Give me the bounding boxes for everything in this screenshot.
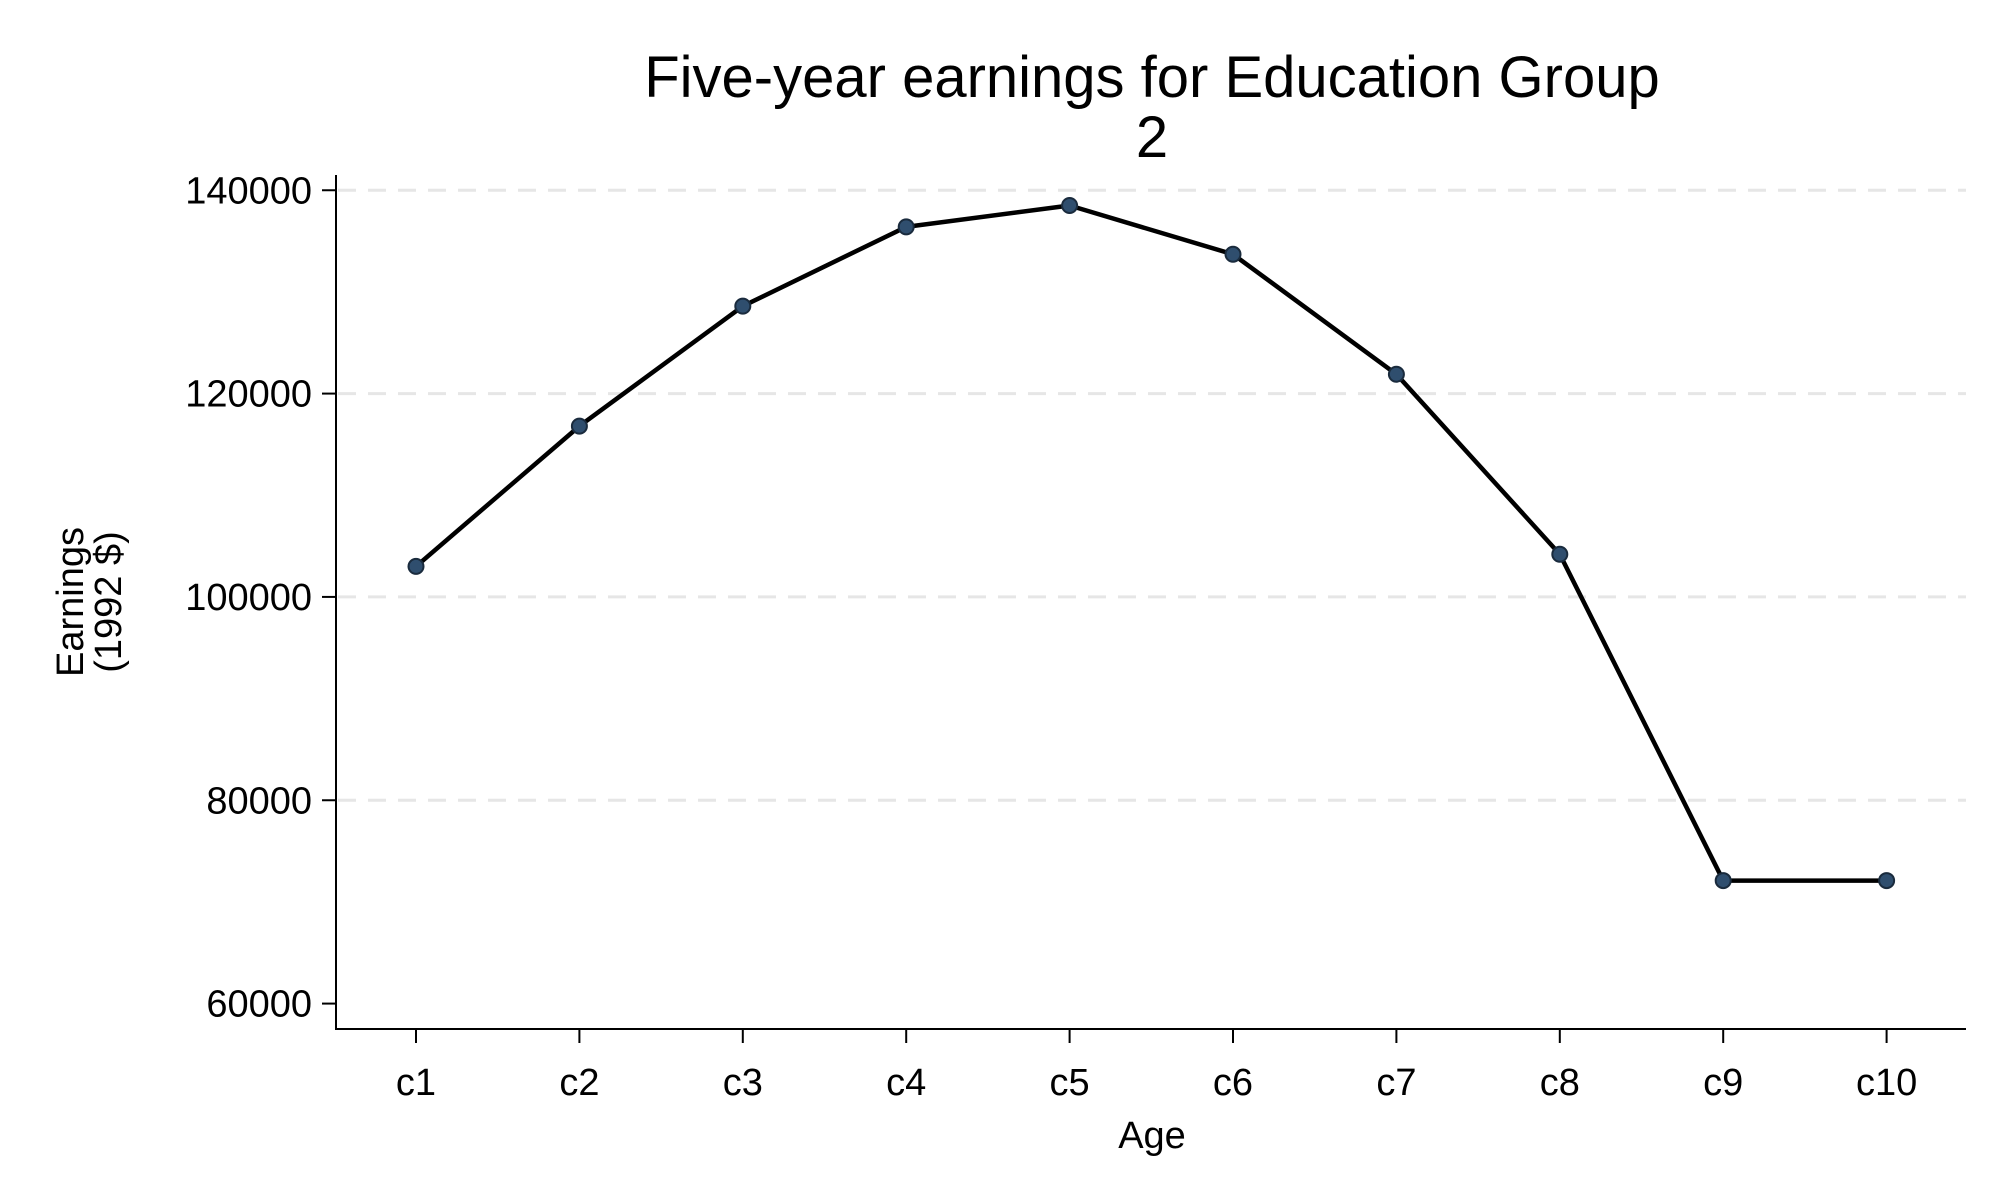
data-point [407, 557, 425, 575]
x-axis-label: Age [1118, 1115, 1186, 1157]
x-tick-label: c4 [886, 1062, 926, 1104]
x-tick-label: c9 [1703, 1062, 1743, 1104]
data-point [734, 297, 752, 315]
x-axis-ticks: c1 c2 c3 c4 c5 c6 c7 c8 c9 c10 [396, 1029, 1917, 1104]
series-line [414, 203, 1887, 883]
y-tick-label: 140000 [185, 170, 312, 212]
y-gridlines [338, 188, 1966, 802]
data-point [1387, 365, 1405, 383]
data-point [1061, 197, 1079, 214]
y-axis-label-line-2: (1992 $) [88, 531, 130, 673]
data-point [1551, 545, 1569, 563]
y-axis-label: Earnings (1992 $) [50, 527, 130, 677]
y-axis-label-line-1: Earnings [50, 527, 92, 677]
x-tick-label: c7 [1376, 1062, 1416, 1104]
x-tick-label: c1 [396, 1062, 436, 1104]
chart-title: Five-year earnings for Education Group 2 [644, 45, 1660, 170]
y-tick-label: 100000 [185, 577, 312, 619]
y-axis-ticks: 60000 80000 100000 120000 140000 [185, 170, 336, 1026]
x-tick-label: c5 [1050, 1062, 1090, 1104]
chart-title-line-1: Five-year earnings for Education Group [644, 45, 1660, 110]
data-point [897, 218, 915, 236]
data-point [1878, 872, 1896, 890]
data-point [1714, 872, 1732, 890]
chart-title-line-2: 2 [1136, 105, 1168, 170]
data-point [570, 417, 588, 435]
data-point [1224, 245, 1242, 263]
y-tick-label: 60000 [206, 984, 312, 1026]
y-tick-label: 120000 [185, 374, 312, 416]
x-tick-label: c6 [1213, 1062, 1253, 1104]
x-tick-label: c8 [1540, 1062, 1580, 1104]
x-tick-label: c10 [1856, 1062, 1917, 1104]
series-layer [407, 197, 1896, 890]
y-tick-label: 80000 [206, 780, 312, 822]
x-tick-label: c2 [559, 1062, 599, 1104]
x-tick-label: c3 [723, 1062, 763, 1104]
